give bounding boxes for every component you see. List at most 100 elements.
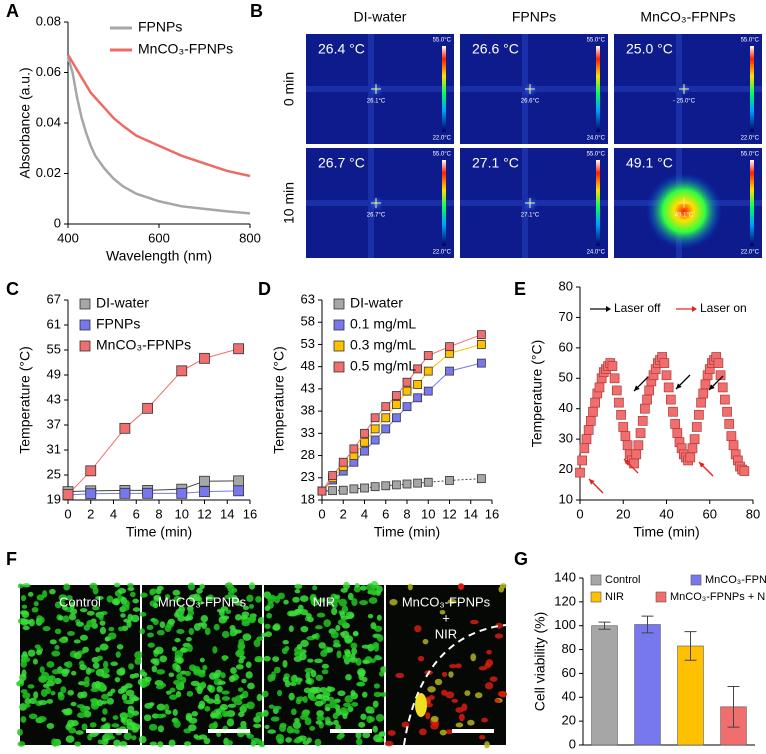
cell <box>313 686 322 694</box>
hot-spot <box>645 172 723 250</box>
cell <box>134 657 142 665</box>
cell <box>183 616 190 622</box>
temperature-label: 26.6 °C <box>472 41 519 57</box>
panel-label: E <box>514 279 526 299</box>
cell <box>123 618 132 623</box>
cell <box>220 606 229 611</box>
cell <box>127 705 135 714</box>
cell <box>344 695 354 703</box>
y-tick-label: 28 <box>301 447 315 462</box>
y-tick-label: 33 <box>301 425 315 440</box>
cell <box>188 594 198 602</box>
cell <box>241 703 250 709</box>
scale-label: 55.0°C <box>433 152 452 158</box>
color-bar <box>596 160 600 246</box>
data-point <box>700 379 711 390</box>
data-point <box>644 385 655 396</box>
cell <box>361 644 371 649</box>
cell <box>455 663 462 669</box>
cell <box>129 673 136 679</box>
cell <box>94 680 101 689</box>
cell <box>362 731 371 739</box>
cells <box>16 582 144 747</box>
cell <box>277 592 285 600</box>
cell <box>212 646 218 654</box>
cell <box>332 712 339 720</box>
cell <box>190 680 200 687</box>
cell <box>110 688 116 694</box>
cell <box>455 707 464 713</box>
data-point <box>413 393 423 403</box>
cell <box>202 664 208 671</box>
data-point <box>402 377 412 387</box>
scale-label: 24.0°C <box>587 136 606 142</box>
cell <box>299 595 309 603</box>
cell <box>343 702 352 708</box>
cell <box>187 644 193 652</box>
annotation-arrow <box>634 385 640 391</box>
cell <box>33 691 39 699</box>
legend-label: DI-water <box>96 295 149 311</box>
cell <box>372 700 379 708</box>
cell <box>159 621 166 629</box>
cell <box>279 722 287 728</box>
cell <box>308 692 315 700</box>
cell <box>494 698 501 704</box>
cell <box>188 724 197 732</box>
data-point <box>142 402 154 414</box>
cell <box>353 585 361 593</box>
data-point <box>233 475 245 487</box>
cell <box>114 676 121 683</box>
legend-label: MnCO₃-FPNPs <box>138 41 233 57</box>
data-point <box>698 388 709 399</box>
cell <box>156 669 166 675</box>
cell <box>82 646 89 653</box>
y-tick-label: 80 <box>562 641 576 656</box>
cell <box>187 582 196 591</box>
cell <box>222 655 228 662</box>
cell <box>186 637 192 642</box>
data-point <box>685 452 696 463</box>
cell <box>314 700 324 707</box>
cell <box>311 634 318 639</box>
cell <box>155 684 164 690</box>
cell <box>153 649 160 654</box>
cell <box>108 626 115 632</box>
cell <box>264 605 271 612</box>
cell <box>372 725 378 733</box>
data-point <box>349 484 359 494</box>
cell <box>288 692 295 701</box>
cell <box>37 715 47 723</box>
cell <box>292 721 302 729</box>
cell <box>120 716 126 723</box>
cell <box>101 693 109 700</box>
cell <box>27 591 34 597</box>
cell <box>478 666 488 671</box>
cell <box>176 628 185 634</box>
data-point <box>635 428 646 438</box>
cell <box>42 590 48 598</box>
cell <box>310 669 317 678</box>
image-label: + <box>442 610 450 625</box>
cell <box>305 672 311 680</box>
cell <box>221 630 230 639</box>
cell <box>17 741 26 747</box>
boundary <box>403 624 507 746</box>
cell <box>42 625 51 632</box>
cell <box>486 649 492 655</box>
cell <box>242 633 252 641</box>
data-point <box>360 483 369 493</box>
cell <box>267 729 277 734</box>
scale-label: 22.0°C <box>433 136 452 142</box>
cell <box>273 666 281 674</box>
cell <box>245 661 252 668</box>
cell <box>316 612 326 618</box>
image-label: MnCO₃-FPNPs <box>402 594 491 609</box>
cell <box>127 583 134 588</box>
temperature-label: 27.1 °C <box>472 155 519 171</box>
cell <box>191 711 199 717</box>
temperature-label: 49.1 °C <box>626 155 673 171</box>
cell <box>127 586 135 592</box>
data-point <box>717 382 728 393</box>
cell <box>99 626 107 635</box>
